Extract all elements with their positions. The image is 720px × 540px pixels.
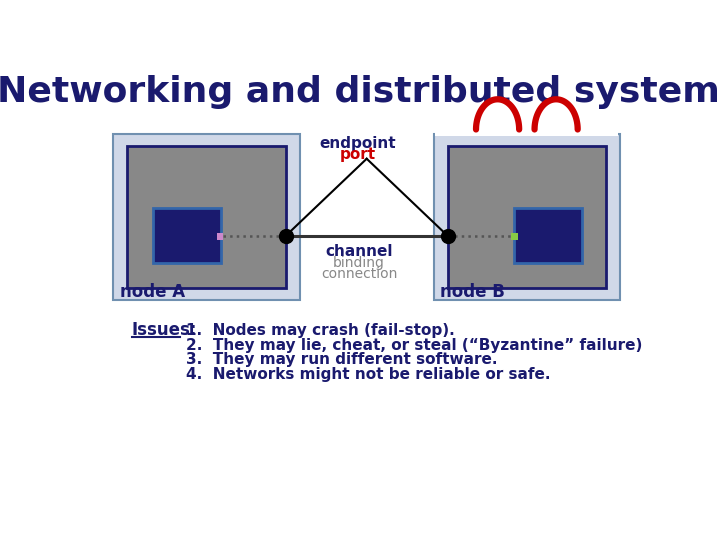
Bar bbox=[127, 146, 286, 288]
Text: 1.  Nodes may crash (fail-stop).: 1. Nodes may crash (fail-stop). bbox=[186, 323, 454, 338]
Text: binding: binding bbox=[333, 256, 385, 271]
Bar bbox=[514, 208, 582, 264]
Text: 2.  They may lie, cheat, or steal (“Byzantine” failure): 2. They may lie, cheat, or steal (“Byzan… bbox=[186, 338, 642, 353]
Text: connection: connection bbox=[321, 267, 397, 281]
Text: node A: node A bbox=[120, 283, 184, 301]
Bar bbox=[435, 125, 618, 136]
Text: Issues:: Issues: bbox=[132, 321, 197, 340]
Text: Networking and distributed systems: Networking and distributed systems bbox=[0, 75, 720, 109]
Text: port: port bbox=[339, 147, 376, 163]
Text: endpoint: endpoint bbox=[319, 136, 396, 151]
Text: node B: node B bbox=[440, 283, 505, 301]
Text: channel: channel bbox=[325, 244, 392, 259]
Bar bbox=[217, 233, 223, 240]
Bar bbox=[153, 208, 221, 264]
Bar bbox=[511, 233, 518, 240]
Bar bbox=[433, 134, 620, 300]
Text: 3.  They may run different software.: 3. They may run different software. bbox=[186, 352, 498, 367]
Bar bbox=[448, 146, 606, 288]
Text: 4.  Networks might not be reliable or safe.: 4. Networks might not be reliable or saf… bbox=[186, 367, 550, 382]
Bar bbox=[113, 134, 300, 300]
